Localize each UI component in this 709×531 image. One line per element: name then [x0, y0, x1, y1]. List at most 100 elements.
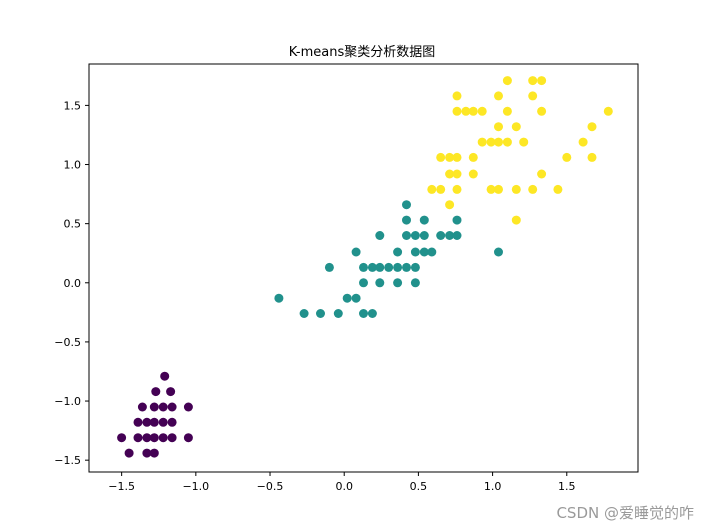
- cluster-2-point: [494, 137, 503, 147]
- cluster-2-point: [537, 76, 547, 86]
- x-tick-label: 0.5: [410, 480, 428, 493]
- cluster-2-point: [486, 184, 496, 194]
- cluster-1-point: [419, 231, 429, 240]
- cluster-0-point: [124, 448, 134, 458]
- cluster-1-point: [274, 293, 284, 303]
- y-axis-ticks: −1.5 −1.0 −0.5 0.0 0.5 1.0 1.5: [54, 99, 89, 467]
- cluster-1-point: [436, 231, 446, 240]
- cluster-1-point: [452, 231, 462, 240]
- cluster-0-point: [166, 387, 176, 397]
- cluster-2-point: [537, 106, 547, 116]
- cluster-0-point: [117, 433, 127, 443]
- cluster-1-point: [359, 309, 368, 318]
- cluster-2-point: [477, 106, 487, 116]
- cluster-0-point: [160, 371, 170, 381]
- cluster-2-point: [445, 152, 455, 162]
- cluster-1-point: [367, 262, 377, 272]
- cluster-2-point: [494, 122, 503, 132]
- cluster-1-point: [402, 262, 411, 272]
- cluster-1-point: [359, 278, 368, 288]
- cluster-1-point: [410, 247, 420, 257]
- x-axis-ticks: −1.5 −1.0 −0.5 0.0 0.5 1.0 1.5: [108, 472, 576, 493]
- watermark-text: CSDN @爱睡觉的咋: [556, 504, 694, 522]
- cluster-1-point: [375, 231, 385, 240]
- cluster-1-point: [299, 309, 309, 318]
- cluster-1-point: [402, 231, 411, 240]
- cluster-0-point: [151, 387, 161, 397]
- cluster-1-point: [333, 309, 343, 318]
- cluster-1-point: [316, 309, 325, 318]
- cluster-2-point: [587, 152, 597, 162]
- cluster-0-point: [158, 402, 168, 412]
- cluster-0-point: [133, 433, 143, 443]
- cluster-2-point: [445, 200, 455, 210]
- cluster-1-point: [375, 278, 385, 288]
- cluster-1-point: [375, 262, 385, 272]
- cluster-1-point: [410, 231, 420, 240]
- y-tick-label: −1.0: [54, 395, 81, 408]
- cluster-1-point: [410, 262, 420, 272]
- x-tick-label: 1.5: [558, 480, 576, 493]
- cluster-2-point: [477, 137, 487, 147]
- cluster-1-point: [419, 215, 429, 225]
- cluster-2-point: [486, 137, 496, 147]
- x-tick-label: −1.0: [182, 480, 209, 493]
- cluster-2-point: [528, 76, 538, 86]
- cluster-1-point: [419, 247, 429, 257]
- cluster-2-point: [452, 106, 462, 116]
- y-tick-label: 0.5: [64, 218, 82, 231]
- y-tick-label: −1.5: [54, 454, 81, 467]
- cluster-2-point: [578, 137, 588, 147]
- cluster-2-point: [461, 106, 471, 116]
- cluster-1-point: [384, 262, 394, 272]
- cluster-1-point: [324, 262, 334, 272]
- cluster-2-point: [452, 152, 462, 162]
- cluster-1-point: [494, 247, 503, 257]
- y-tick-label: 1.0: [64, 159, 82, 172]
- cluster-1-point: [359, 262, 368, 272]
- cluster-1-point: [445, 231, 455, 240]
- x-tick-label: −0.5: [257, 480, 284, 493]
- cluster-1-point: [393, 262, 403, 272]
- cluster-1-point: [393, 247, 403, 257]
- cluster-0-point: [167, 433, 177, 443]
- cluster-0-point: [133, 417, 143, 427]
- cluster-2-point: [452, 169, 462, 179]
- x-tick-label: −1.5: [108, 480, 135, 493]
- cluster-2-point: [511, 215, 521, 225]
- cluster-2-point: [587, 122, 597, 132]
- cluster-0-point: [137, 402, 147, 412]
- cluster-2-point: [468, 106, 478, 116]
- cluster-1-point: [410, 278, 420, 288]
- scatter-points: [117, 76, 613, 458]
- cluster-2-point: [436, 184, 446, 194]
- cluster-1-point: [342, 293, 352, 303]
- cluster-2-point: [553, 184, 563, 194]
- cluster-0-point: [167, 402, 177, 412]
- cluster-1-point: [452, 215, 462, 225]
- cluster-1-point: [351, 293, 361, 303]
- cluster-0-point: [142, 433, 152, 443]
- cluster-2-point: [502, 76, 512, 86]
- cluster-2-point: [452, 184, 462, 194]
- cluster-0-point: [149, 402, 159, 412]
- cluster-0-point: [167, 417, 177, 427]
- cluster-0-point: [158, 417, 168, 427]
- chart-title: K-means聚类分析数据图: [289, 45, 436, 60]
- cluster-0-point: [149, 448, 159, 458]
- cluster-2-point: [468, 169, 478, 179]
- cluster-0-point: [158, 433, 168, 443]
- x-tick-label: 0.0: [335, 480, 353, 493]
- cluster-2-point: [445, 169, 455, 179]
- cluster-0-point: [142, 448, 152, 458]
- cluster-2-point: [528, 91, 538, 101]
- cluster-2-point: [452, 91, 462, 101]
- cluster-2-point: [562, 152, 572, 162]
- cluster-2-point: [528, 184, 538, 194]
- y-tick-label: 0.0: [64, 277, 82, 290]
- cluster-2-point: [436, 152, 446, 162]
- cluster-2-point: [502, 106, 512, 116]
- cluster-2-point: [502, 137, 512, 147]
- cluster-0-point: [149, 417, 159, 427]
